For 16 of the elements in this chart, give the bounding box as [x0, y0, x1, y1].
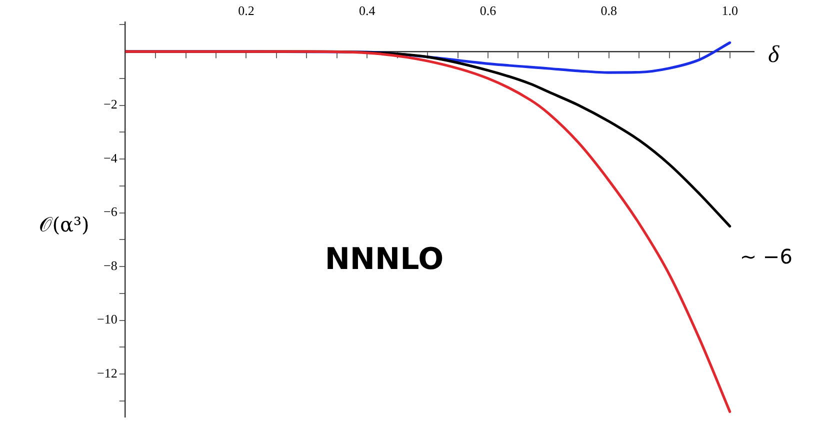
x-tick-label: 1.0 [722, 2, 738, 18]
y-tick-label: −12 [96, 365, 118, 380]
y-tick-label: −8 [103, 258, 118, 273]
y-tick-label: −2 [103, 96, 118, 112]
y-tick-label: −6 [103, 204, 118, 220]
y-axis-title: 𝒪(α³) [39, 212, 90, 236]
annotation: ∼ −6 [740, 244, 792, 268]
x-tick-label: 0.6 [480, 2, 497, 18]
x-tick-label: 0.8 [600, 2, 618, 18]
x-axis-title: δ [768, 42, 780, 68]
annotation: NNNLO [324, 242, 444, 277]
y-tick-label: −4 [103, 150, 118, 166]
x-tick-label: 0.2 [238, 2, 254, 18]
x-tick-label: 0.4 [359, 2, 376, 18]
y-tick-label: −10 [96, 312, 118, 327]
line-series [125, 50, 732, 413]
